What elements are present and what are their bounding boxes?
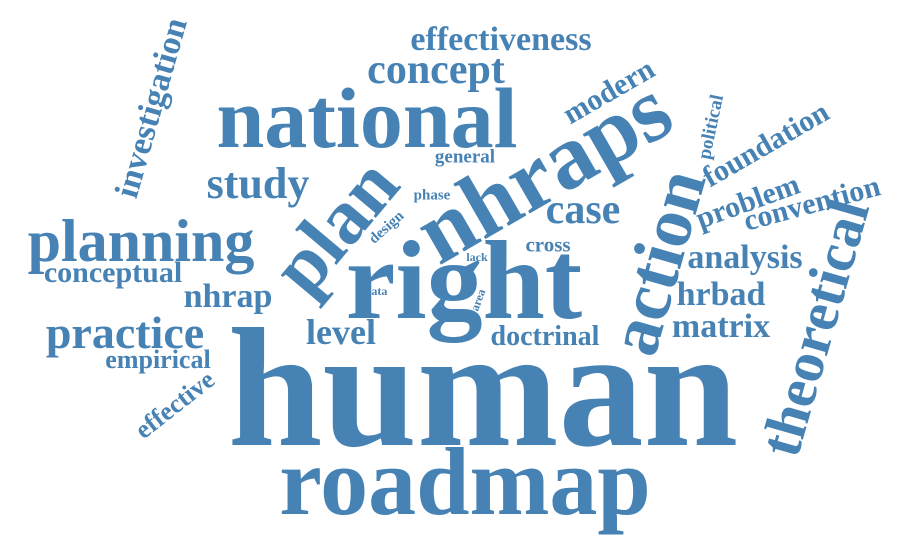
word-effectiveness: effectiveness (410, 21, 592, 58)
word-national: national (216, 70, 518, 166)
word-study: study (206, 159, 310, 208)
word-hrbad: hrbad (676, 276, 766, 313)
word-case: case (545, 187, 621, 233)
word-general: general (434, 146, 496, 168)
word-roadmap: roadmap (279, 428, 651, 535)
word-analysis: analysis (687, 239, 803, 276)
word-matrix: matrix (671, 308, 771, 345)
word-nhrap: nhrap (183, 278, 273, 315)
word-doctrinal: doctrinal (490, 321, 600, 352)
word-empirical: empirical (105, 345, 211, 374)
word-practice: practice (45, 307, 205, 358)
word-lack: lack (466, 250, 488, 264)
word-right: right (345, 219, 583, 343)
word-human: human (227, 294, 739, 482)
word-cross: cross (525, 232, 571, 257)
word-investigation: investigation (108, 13, 195, 202)
word-conceptual: conceptual (43, 256, 183, 289)
word-data: data (364, 284, 388, 298)
word-concept: concept (367, 47, 505, 93)
word-theoretical: theoretical (747, 192, 883, 464)
word-effective: effective (129, 364, 221, 445)
word-phase: phase (413, 187, 451, 204)
word-level: level (306, 312, 376, 352)
word-planning: planning (27, 208, 255, 274)
